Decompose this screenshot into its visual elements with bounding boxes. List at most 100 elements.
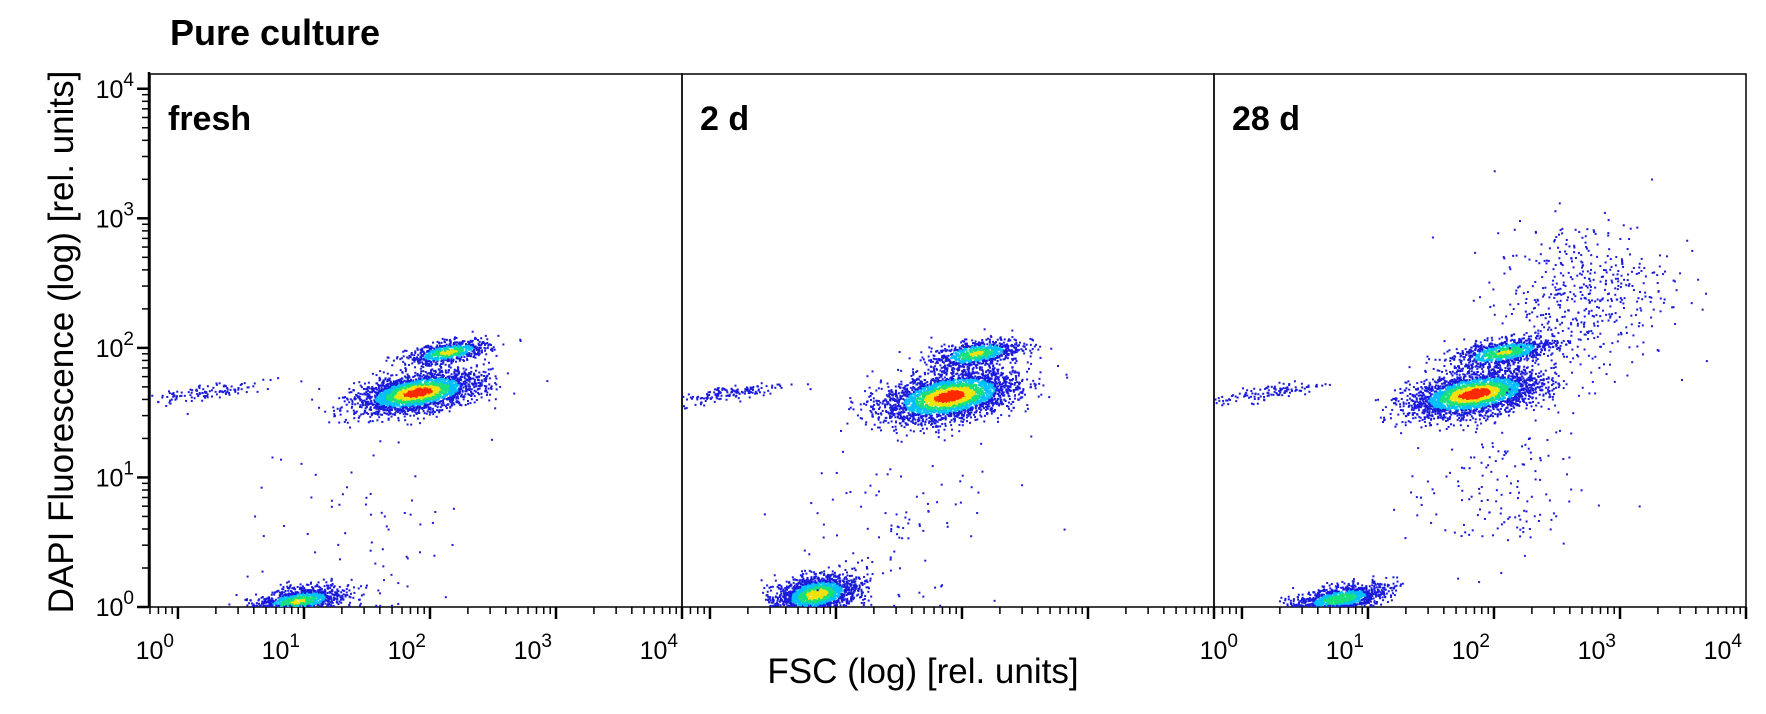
data-point [480, 337, 483, 340]
data-point [349, 601, 352, 604]
data-point [467, 388, 470, 391]
data-point [442, 395, 445, 398]
data-point [326, 594, 329, 597]
data-point [341, 589, 344, 592]
data-point [422, 398, 425, 401]
data-point [441, 391, 444, 394]
data-point [294, 588, 297, 591]
data-point [442, 383, 445, 386]
data-point [291, 587, 294, 590]
data-point [279, 583, 282, 586]
data-point [371, 372, 374, 375]
data-point [480, 392, 483, 395]
data-point [473, 373, 476, 376]
data-point [403, 362, 406, 365]
data-point [368, 387, 371, 390]
data-point [338, 600, 341, 603]
data-point [385, 396, 388, 399]
data-point [443, 377, 446, 380]
data-point [372, 454, 375, 457]
data-point [365, 584, 368, 587]
data-point [419, 349, 422, 352]
data-point [380, 394, 383, 397]
data-point [414, 374, 417, 377]
data-point [298, 588, 301, 591]
data-point [428, 411, 431, 414]
data-point [457, 369, 460, 372]
data-point [390, 374, 393, 377]
data-point [412, 375, 415, 378]
data-point [437, 352, 440, 355]
data-point [183, 394, 186, 397]
data-point [395, 374, 398, 377]
data-point [402, 388, 405, 391]
data-point [316, 583, 319, 586]
data-point [358, 415, 361, 418]
data-point [484, 347, 487, 350]
data-point [463, 355, 466, 358]
data-point [432, 383, 435, 386]
data-point [378, 388, 381, 391]
data-point [427, 408, 430, 411]
data-point [369, 409, 372, 412]
data-point [454, 394, 457, 397]
data-point [374, 412, 377, 415]
data-point [339, 413, 342, 416]
data-point [286, 604, 289, 607]
data-point [432, 392, 435, 395]
data-point [420, 370, 423, 373]
x-tick-label: 102 [388, 631, 426, 665]
data-point [860, 408, 863, 411]
data-point [364, 404, 367, 407]
data-point [268, 598, 271, 601]
data-point [440, 381, 443, 384]
data-point [323, 585, 326, 588]
data-point [385, 409, 388, 412]
data-point [396, 411, 399, 414]
data-point [403, 389, 406, 392]
data-point [426, 364, 429, 367]
data-point [435, 415, 438, 418]
data-point [465, 378, 468, 381]
data-point [443, 387, 446, 390]
data-point [435, 398, 438, 401]
data-point [306, 604, 309, 607]
data-point [397, 402, 400, 405]
data-point [189, 394, 192, 397]
data-point [353, 417, 356, 420]
data-point [300, 592, 303, 595]
data-point [407, 375, 410, 378]
data-point [442, 400, 445, 403]
data-point [463, 375, 466, 378]
data-point [345, 403, 348, 406]
data-point [490, 385, 493, 388]
data-point [370, 391, 373, 394]
data-point [228, 603, 231, 606]
data-point [166, 395, 169, 398]
data-point [389, 391, 392, 394]
data-point [382, 371, 385, 374]
data-point [488, 377, 491, 380]
data-point [395, 383, 398, 386]
data-point [341, 596, 344, 599]
data-point [480, 379, 483, 382]
data-point [364, 393, 367, 396]
data-point [309, 589, 312, 592]
data-point [355, 410, 358, 413]
data-point [409, 513, 412, 516]
data-point [297, 604, 300, 607]
data-point [488, 361, 491, 364]
data-point [309, 603, 312, 606]
data-point [353, 413, 356, 416]
data-point [475, 365, 478, 368]
data-point [430, 390, 433, 393]
data-point [402, 412, 405, 415]
data-point [304, 590, 307, 593]
figure-title: Pure culture [170, 12, 381, 53]
data-point [424, 397, 427, 400]
data-point [191, 389, 194, 392]
data-point [419, 352, 422, 355]
data-point [169, 402, 172, 405]
data-point [295, 596, 298, 599]
data-point [406, 398, 409, 401]
